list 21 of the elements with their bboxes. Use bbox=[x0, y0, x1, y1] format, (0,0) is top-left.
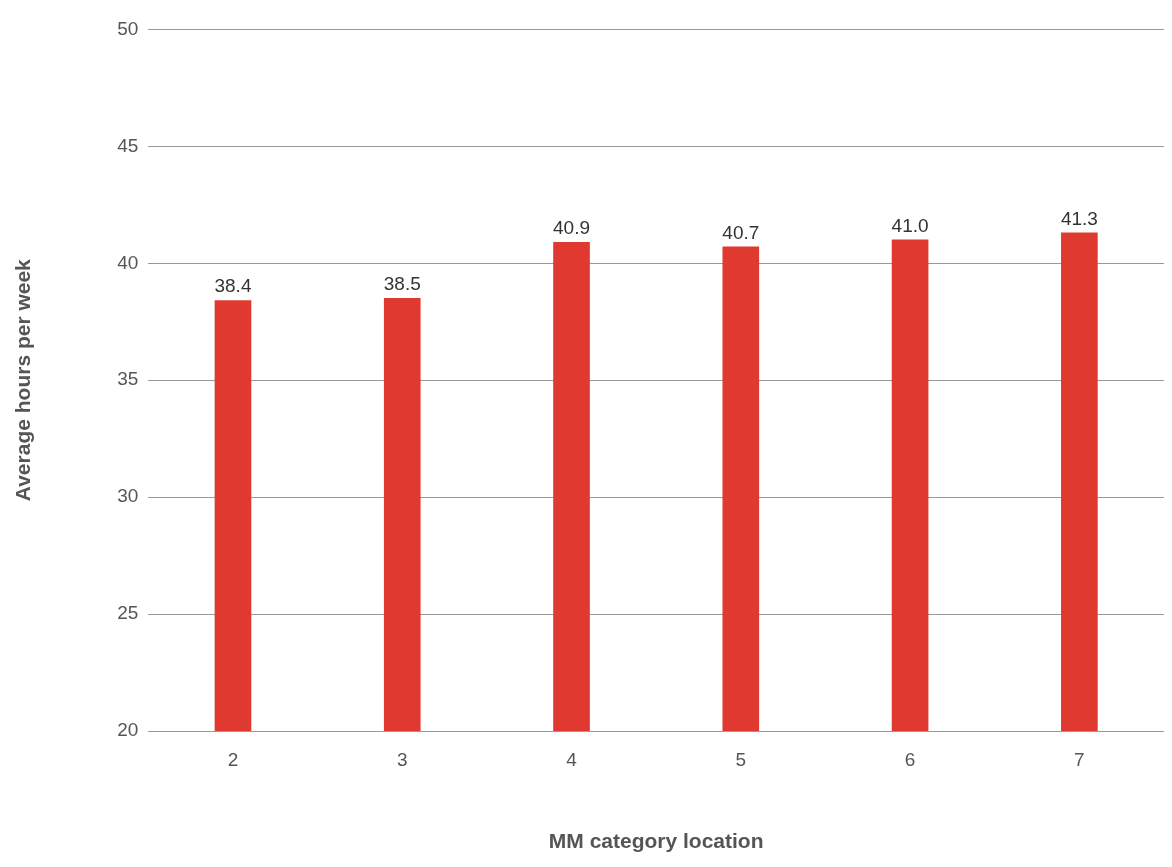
y-tick-label: 25 bbox=[117, 602, 139, 624]
x-tick-label: 5 bbox=[735, 748, 747, 770]
data-label: 41.0 bbox=[891, 214, 929, 236]
y-tick-label: 40 bbox=[117, 251, 139, 273]
x-tick-label: 4 bbox=[566, 748, 578, 770]
y-tick-label: 35 bbox=[117, 368, 139, 390]
data-label: 40.7 bbox=[722, 221, 760, 243]
x-tick-label: 2 bbox=[227, 748, 239, 770]
x-tick-label: 3 bbox=[396, 748, 408, 770]
y-tick-label: 50 bbox=[117, 17, 139, 39]
x-tick-label: 6 bbox=[904, 748, 916, 770]
y-axis-title: Average hours per week bbox=[11, 258, 35, 502]
data-label: 40.9 bbox=[553, 216, 591, 238]
data-label: 38.5 bbox=[383, 273, 421, 295]
x-tick-label: 7 bbox=[1074, 748, 1085, 770]
x-axis-title: MM category location bbox=[548, 829, 764, 853]
data-label: 41.3 bbox=[1060, 207, 1098, 229]
y-tick-label: 45 bbox=[117, 134, 139, 156]
y-tick-label: 30 bbox=[117, 485, 139, 507]
y-tick-label: 20 bbox=[117, 719, 139, 741]
data-label: 38.4 bbox=[214, 275, 252, 297]
